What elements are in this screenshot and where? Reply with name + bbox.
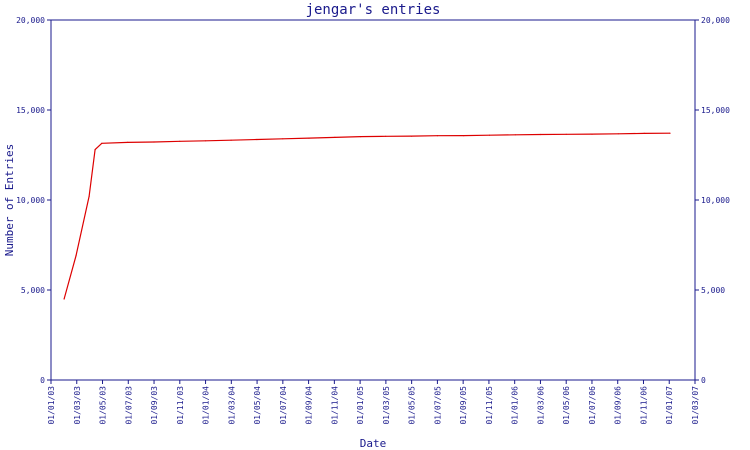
x-tick-label: 01/01/03 — [47, 386, 56, 425]
series-layer — [63, 132, 671, 300]
x-tick-label: 01/07/04 — [279, 386, 288, 425]
x-tick-label: 01/01/06 — [511, 386, 520, 425]
data-point — [282, 138, 284, 140]
y-tick-label-left: 10,000 — [16, 196, 45, 205]
data-point — [127, 141, 129, 143]
x-tick-label: 01/11/06 — [639, 386, 648, 425]
x-tick-label: 01/01/04 — [202, 386, 211, 425]
data-point — [591, 133, 593, 135]
x-tick-label: 01/09/03 — [150, 386, 159, 425]
x-tick-label: 01/05/06 — [562, 386, 571, 425]
y-tick-label-left: 15,000 — [16, 106, 45, 115]
x-tick-label: 01/05/04 — [253, 386, 262, 425]
data-point — [643, 132, 645, 134]
data-point — [411, 135, 413, 137]
y-tick-label-left: 0 — [40, 376, 45, 385]
x-tick-label: 01/03/05 — [382, 386, 391, 425]
x-tick-label: 01/03/07 — [691, 386, 700, 425]
x-tick-label: 01/03/04 — [227, 386, 236, 425]
data-point — [101, 142, 103, 144]
x-tick-label: 01/07/05 — [433, 386, 442, 425]
y-axis-label: Number of Entries — [3, 144, 16, 257]
data-point — [463, 135, 465, 137]
x-tick-label: 01/05/05 — [408, 386, 417, 425]
x-tick-label: 01/11/04 — [330, 386, 339, 425]
chart-title: jengar's entries — [306, 2, 441, 18]
x-tick-label: 01/09/05 — [459, 386, 468, 425]
x-tick-label: 01/05/03 — [99, 386, 108, 425]
y-tick-label-right: 0 — [701, 376, 706, 385]
y-tick-label-left: 5,000 — [21, 286, 45, 295]
y-tick-label-right: 20,000 — [701, 16, 730, 25]
data-point — [385, 135, 387, 137]
data-point — [88, 195, 90, 197]
y-tick-label-right: 5,000 — [701, 286, 725, 295]
data-point — [360, 136, 362, 138]
y-tick-label-right: 10,000 — [701, 196, 730, 205]
x-tick-label: 01/11/05 — [485, 386, 494, 425]
x-tick-label: 01/01/07 — [665, 386, 674, 425]
data-point — [256, 138, 258, 141]
x-tick-label: 01/03/03 — [73, 386, 82, 425]
x-tick-label: 01/09/04 — [305, 386, 314, 425]
data-point — [153, 141, 155, 143]
x-tick-label: 01/07/06 — [588, 386, 597, 425]
x-tick-label: 01/03/06 — [536, 386, 545, 425]
data-point — [669, 132, 671, 134]
x-tick-label: 01/01/05 — [356, 386, 365, 425]
data-point — [63, 298, 65, 300]
data-point — [539, 133, 542, 136]
x-tick-label: 01/09/06 — [614, 386, 623, 425]
x-tick-label: 01/07/03 — [124, 386, 133, 425]
series-line — [63, 132, 671, 300]
data-point — [488, 134, 491, 136]
data-point — [514, 134, 517, 136]
y-tick-label-right: 15,000 — [701, 106, 730, 115]
x-tick-label: 01/11/03 — [176, 386, 185, 425]
axes-layer — [50, 19, 696, 381]
data-point — [179, 140, 181, 142]
data-point — [205, 140, 207, 142]
y-tick-label-left: 20,000 — [16, 16, 45, 25]
data-point — [308, 137, 310, 139]
ticks-layer: 0 0 5,000 5,000 10,000 10,000 15,000 15,000 20,0… — [16, 16, 730, 425]
data-point — [75, 255, 77, 257]
data-point — [230, 139, 232, 141]
data-point — [334, 136, 336, 138]
x-axis-label: Date — [360, 437, 387, 450]
data-point — [617, 133, 619, 135]
data-point — [565, 133, 567, 135]
data-point — [436, 135, 438, 137]
data-point — [94, 149, 96, 151]
